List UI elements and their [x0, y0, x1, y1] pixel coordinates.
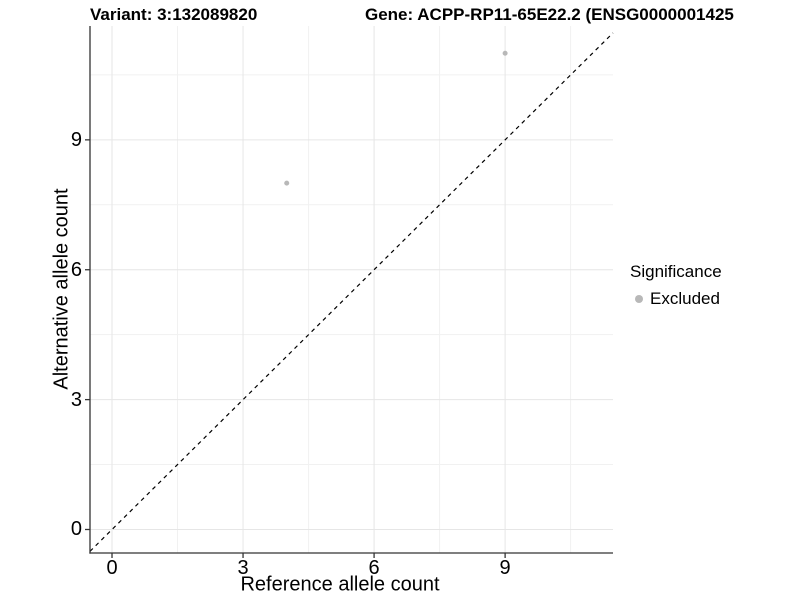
y-tick-label: 9: [70, 128, 82, 151]
x-tick-label: 3: [237, 557, 249, 579]
identity-reference-line: [89, 32, 614, 552]
x-tick-label: 9: [499, 557, 511, 579]
x-tick-label: 6: [368, 557, 380, 579]
x-axis-title: Reference allele count: [240, 573, 440, 596]
y-tick-label: 3: [70, 388, 82, 411]
legend-item-label: Excluded: [650, 289, 720, 308]
y-tick-label: 0: [70, 518, 82, 541]
plot-title-variant: Variant: 3:132089820: [90, 5, 258, 24]
legend-item: Excluded: [630, 289, 722, 309]
legend: Significance Excluded: [630, 262, 722, 309]
y-axis-title: Alternative allele count: [50, 188, 73, 390]
x-tick-label: 0: [106, 557, 118, 579]
y-tick-label: 6: [70, 258, 82, 281]
legend-items: Excluded: [630, 289, 722, 309]
data-point: [502, 50, 508, 56]
plot-title-gene: Gene: ACPP-RP11-65E22.2 (ENSG0000001425: [365, 5, 734, 24]
data-point: [284, 180, 290, 186]
legend-title: Significance: [630, 262, 722, 281]
legend-point-icon: [635, 295, 643, 303]
